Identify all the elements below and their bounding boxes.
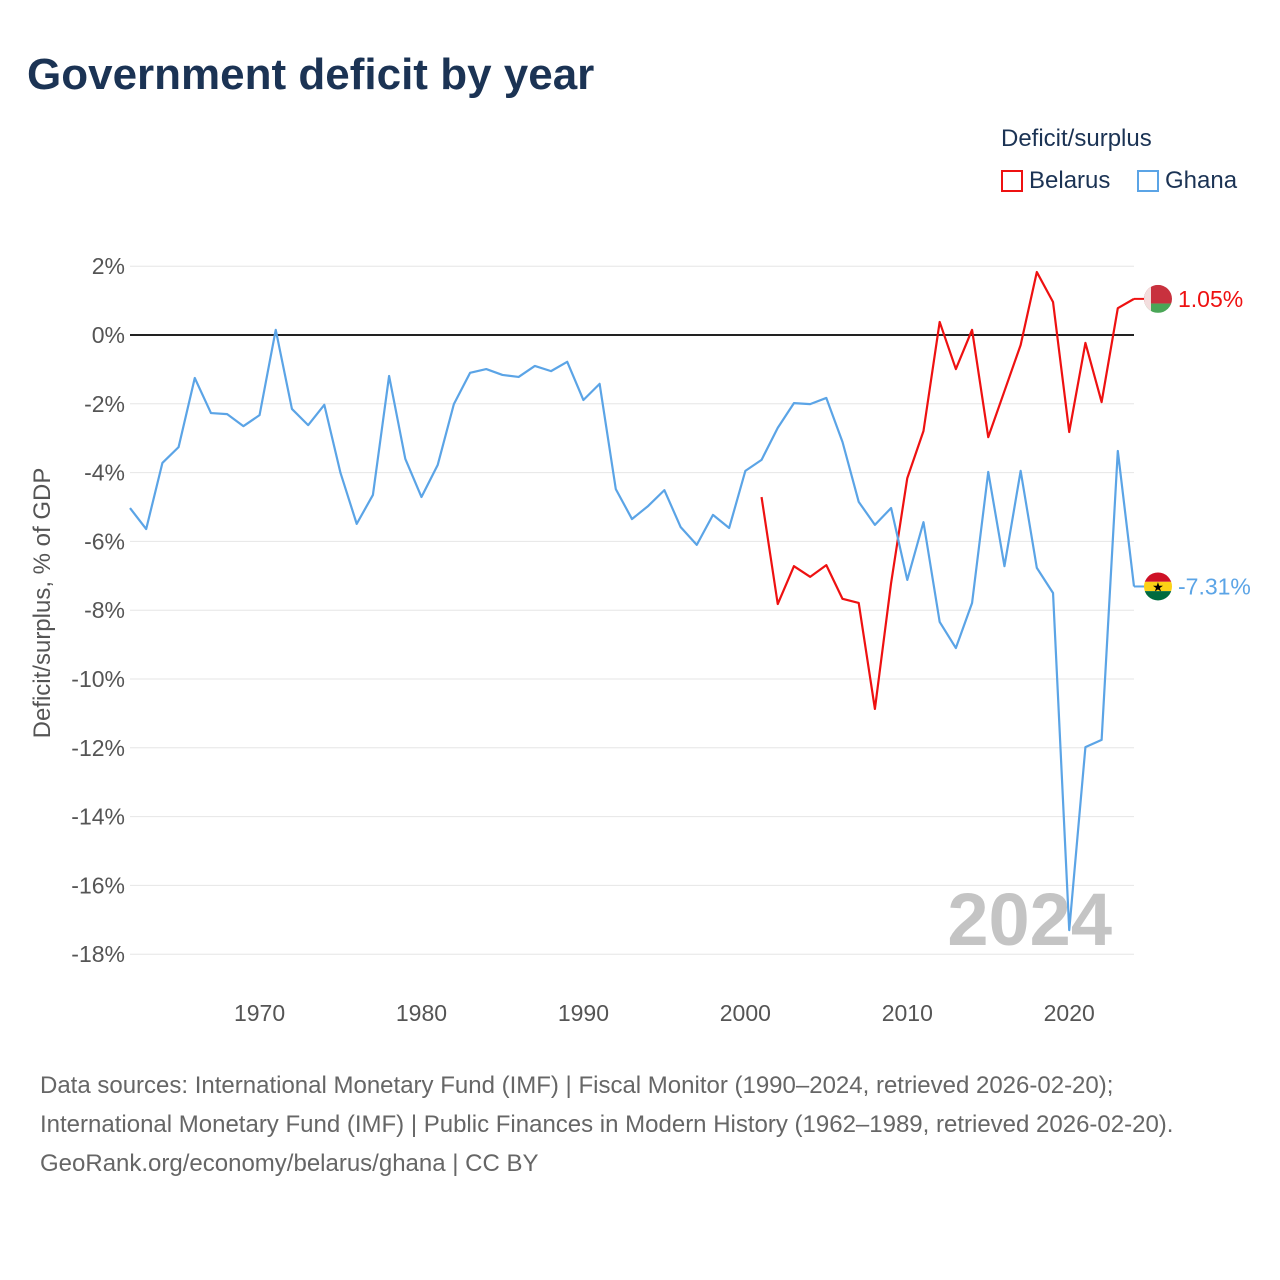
- x-tick-label: 2010: [882, 1000, 933, 1026]
- flag-stripe: [1144, 303, 1172, 313]
- x-tick-label: 2000: [720, 1000, 771, 1026]
- flag-stripe: [1144, 591, 1172, 601]
- y-tick-label: -16%: [71, 872, 125, 898]
- flag-ornament: [1144, 284, 1151, 313]
- y-tick-label: 0%: [92, 322, 125, 348]
- x-tick-label: 1990: [558, 1000, 609, 1026]
- x-tick-label: 1980: [396, 1000, 447, 1026]
- legend-label-belarus: Belarus: [1029, 167, 1111, 194]
- y-tick-label: -6%: [84, 528, 125, 554]
- y-axis-label: Deficit/surplus, % of GDP: [29, 468, 56, 739]
- legend-swatch-ghana: [1137, 170, 1159, 192]
- flag-icon-belarus: [1144, 284, 1172, 313]
- y-tick-label: -8%: [84, 597, 125, 623]
- y-tick-label: -4%: [84, 460, 125, 486]
- line-chart: 2% 0% -2% -4% -6% -8% -10% -12% -14% -16% -18% 1970…: [29, 253, 1251, 1026]
- legend-title: Deficit/surplus: [1001, 125, 1152, 152]
- credit-link[interactable]: GeoRank.org/economy/belarus/ghana | CC B…: [40, 1150, 539, 1177]
- y-tick-label: 2%: [92, 253, 125, 279]
- legend-item-ghana[interactable]: Ghana: [1137, 167, 1237, 195]
- legend-swatch-belarus: [1001, 170, 1023, 192]
- flag-stripe: [1144, 581, 1172, 592]
- y-tick-label: -12%: [71, 735, 125, 761]
- x-tick-label: 1970: [234, 1000, 285, 1026]
- series-line-belarus: [760, 270, 1135, 711]
- flag-icon-ghana: ★: [1144, 572, 1172, 601]
- legend-label-ghana: Ghana: [1165, 167, 1238, 194]
- flag-stripe: [1144, 572, 1172, 582]
- year-watermark: 2024: [947, 878, 1112, 961]
- data-sources: Data sources: International Monetary Fun…: [40, 1072, 1174, 1138]
- footer: Data sources: International Monetary Fun…: [40, 1066, 1240, 1183]
- end-value-label-belarus: 1.05%: [1178, 286, 1243, 312]
- end-value-label-ghana: -7.31%: [1178, 573, 1251, 599]
- flag-star: ★: [1152, 579, 1164, 594]
- x-tick-label: 2020: [1044, 1000, 1095, 1026]
- y-tick-label: -18%: [71, 941, 125, 967]
- legend-item-belarus[interactable]: Belarus: [1001, 167, 1110, 195]
- chart-title: Government deficit by year: [27, 50, 595, 99]
- y-tick-label: -2%: [84, 391, 125, 417]
- y-tick-label: -10%: [71, 666, 125, 692]
- y-tick-label: -14%: [71, 804, 125, 830]
- series-line-ghana: [129, 328, 1136, 932]
